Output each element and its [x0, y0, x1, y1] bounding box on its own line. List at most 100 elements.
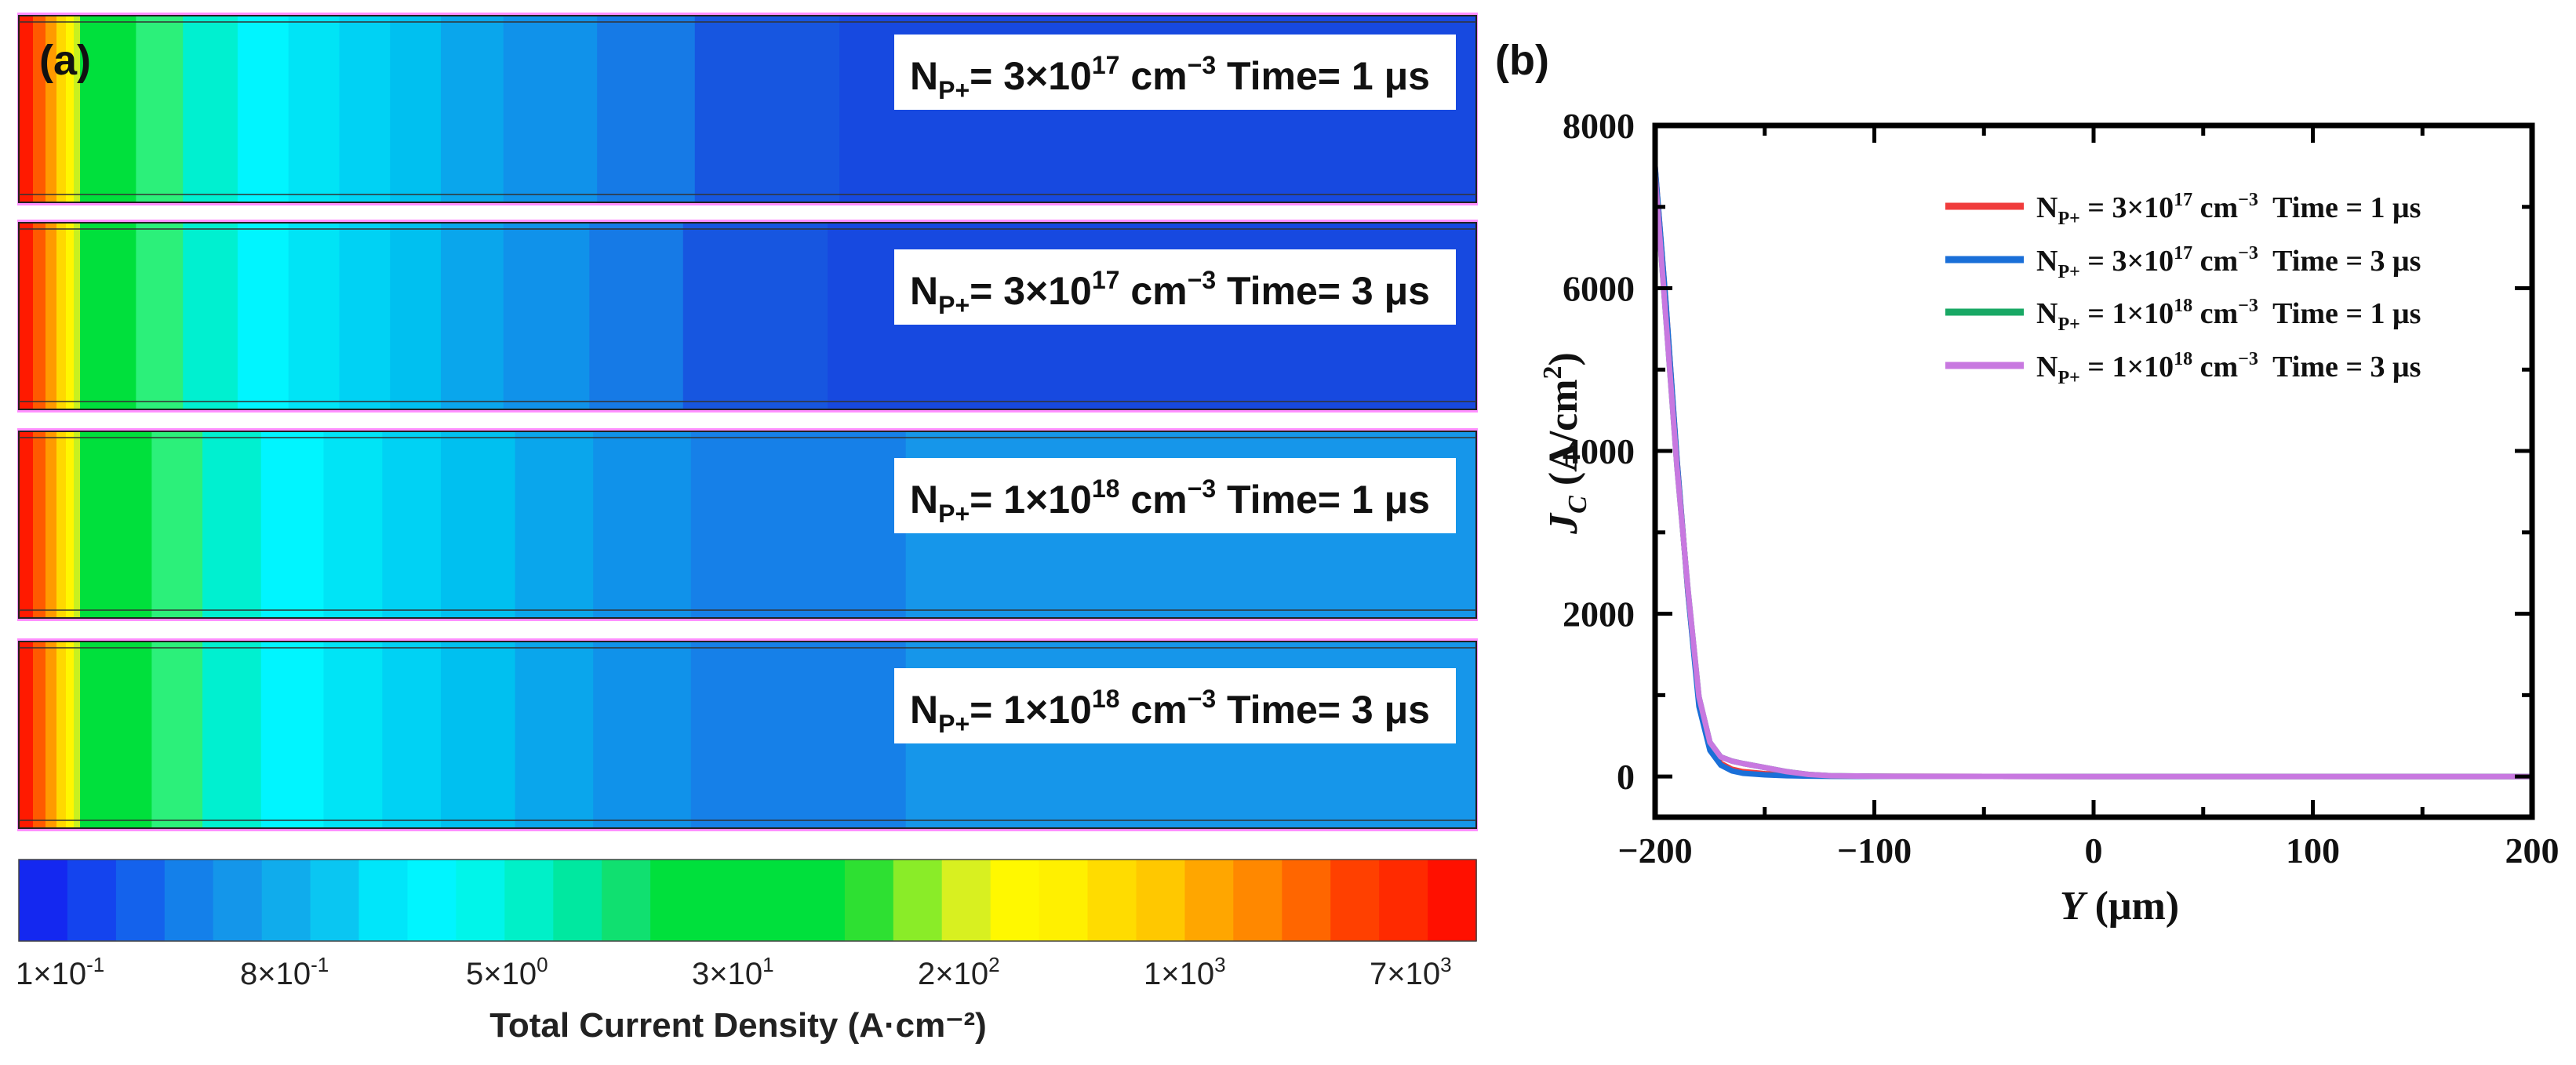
contour-band	[183, 223, 238, 409]
strip-label-1: NP+= 3×1017 cm−3 Time= 1 μs	[894, 35, 1456, 110]
contour-band	[74, 642, 80, 828]
strip-border	[18, 222, 1477, 410]
x-axis-title: Y (μm)	[2060, 884, 2179, 929]
strip-label-background	[894, 458, 1456, 533]
y-tick-label: 2000	[1563, 594, 1635, 634]
colorbar-segment	[893, 860, 943, 941]
contour-band	[694, 16, 840, 202]
contour-band	[33, 223, 45, 409]
legend: NP+ = 3×1017 cm−3 Time = 1 μs NP+ = 3×10…	[1945, 190, 2421, 388]
strip-border	[18, 641, 1477, 829]
colorbar-segment	[650, 860, 700, 941]
contour-band	[503, 223, 591, 409]
colorbar-segment	[990, 860, 1040, 941]
contour-band	[515, 642, 594, 828]
contour-band	[441, 431, 516, 618]
contour-band	[45, 223, 56, 409]
contour-band	[690, 431, 907, 618]
contour-band	[690, 642, 907, 828]
colorbar-segment	[602, 860, 651, 941]
contour-band	[45, 642, 56, 828]
contour-band	[66, 642, 74, 828]
contour-band	[323, 642, 383, 828]
contour-band	[382, 431, 442, 618]
y-tick-label: 0	[1617, 757, 1635, 797]
colorbar-segment	[358, 860, 409, 941]
colorbar-tick-label: 1×103	[1144, 953, 1226, 991]
contour-band	[339, 16, 391, 202]
panel-b-label: (b)	[1495, 37, 1549, 84]
contour-band	[390, 223, 442, 409]
contour-band	[56, 16, 66, 202]
panel-a: (a) NP+= 3×1017 cm−3 Time= 1 μs NP+= 3×1…	[16, 13, 1478, 1045]
contour-band	[77, 16, 137, 202]
contour-band	[56, 431, 66, 618]
contour-band	[503, 16, 598, 202]
strip-label-4: NP+= 1×1018 cm−3 Time= 3 μs	[894, 668, 1456, 743]
contour-band	[19, 223, 33, 409]
contour-band	[77, 431, 153, 618]
colorbar-border	[18, 859, 1477, 942]
contour-band	[597, 16, 696, 202]
strip-label-text: NP+= 3×1017 cm−3 Time= 3 μs	[910, 266, 1430, 319]
contour-band	[136, 223, 184, 409]
contour-band	[441, 642, 516, 828]
colorbar-segment	[1428, 860, 1477, 941]
strip-label-background	[894, 35, 1456, 110]
contour-band	[339, 223, 391, 409]
colorbar-title: Total Current Density (A·cm⁻²)	[489, 1006, 987, 1045]
panel-a-label: (a)	[39, 37, 91, 84]
colorbar-segment	[67, 860, 117, 941]
series-line	[1655, 174, 2532, 780]
contour-band	[237, 16, 289, 202]
strip-label-2: NP+= 3×1017 cm−3 Time= 3 μs	[894, 249, 1456, 325]
contour-band	[77, 223, 137, 409]
colorbar-tick-label: 7×103	[1370, 953, 1452, 991]
legend-label: NP+ = 1×1018 cm−3 Time = 1 μs	[2036, 296, 2421, 335]
contour-band	[202, 642, 262, 828]
legend-item: NP+ = 1×1018 cm−3 Time = 1 μs	[1945, 296, 2421, 335]
contour-band	[19, 431, 33, 618]
contour-band	[33, 431, 45, 618]
y-tick-label: 8000	[1563, 106, 1635, 146]
contour-band	[33, 16, 45, 202]
contour-band	[237, 223, 289, 409]
contour-band	[382, 642, 442, 828]
colorbar-segment	[504, 860, 554, 941]
colorbar-tick-label: 5×100	[466, 953, 548, 991]
contour-band	[288, 223, 340, 409]
contour-band	[593, 431, 692, 618]
contour-band	[56, 642, 66, 828]
strip-border	[18, 15, 1477, 203]
colorbar-segment	[213, 860, 263, 941]
contour-band	[136, 16, 184, 202]
contour-band	[74, 431, 80, 618]
contour-band	[515, 431, 594, 618]
contour-band	[151, 642, 203, 828]
contour-band	[66, 16, 74, 202]
colorbar-segment	[553, 860, 602, 941]
contour-band	[323, 431, 383, 618]
contour-band	[45, 431, 56, 618]
legend-label: NP+ = 3×1017 cm−3 Time = 1 μs	[2036, 190, 2421, 229]
strip-label-background	[894, 249, 1456, 325]
legend-item: NP+ = 3×1017 cm−3 Time = 3 μs	[1945, 243, 2421, 282]
plot-frame	[1652, 122, 2535, 820]
colorbar-segment	[1379, 860, 1428, 941]
colorbar-segment	[1136, 860, 1186, 941]
colorbar-tick-label: 1×10-1	[16, 953, 104, 991]
contour-band	[56, 223, 66, 409]
strip-label-3: NP+= 1×1018 cm−3 Time= 1 μs	[894, 458, 1456, 533]
contour-band	[66, 431, 74, 618]
x-tick-label: −200	[1617, 831, 1692, 871]
colorbar-segment	[844, 860, 894, 941]
legend-item: NP+ = 3×1017 cm−3 Time = 1 μs	[1945, 190, 2421, 229]
colorbar-tick-label: 8×10-1	[240, 953, 329, 991]
contour-band	[45, 16, 56, 202]
x-tick-label: 100	[2286, 831, 2340, 871]
x-tick-label: −100	[1837, 831, 1912, 871]
x-tick-label: 0	[2085, 831, 2103, 871]
strip-label-text: NP+= 1×1018 cm−3 Time= 1 μs	[910, 474, 1430, 528]
